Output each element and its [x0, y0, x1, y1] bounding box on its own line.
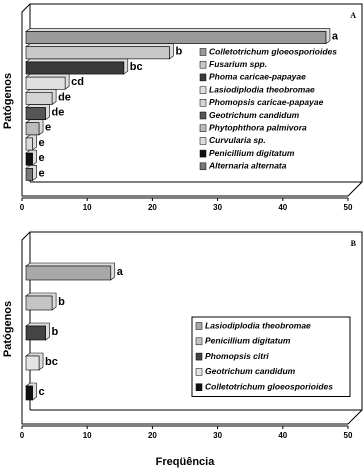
bar — [25, 325, 46, 341]
legend-swatch — [199, 111, 207, 120]
legend-label: Phomopsis caricae-papayae — [209, 97, 324, 107]
bar — [25, 385, 33, 401]
legend-box — [191, 316, 351, 397]
bar — [25, 265, 112, 281]
bar-annotation: b — [52, 326, 59, 338]
x-tick-label: 30 — [213, 431, 222, 440]
x-tick-label: 50 — [344, 431, 353, 440]
panel-label: A — [350, 11, 356, 20]
x-tick-label: 20 — [148, 431, 157, 440]
legend-label: Phomopsis citri — [205, 351, 269, 361]
y-axis-label: Patógenos — [2, 301, 14, 357]
bar — [25, 92, 53, 105]
bar-annotation: bc — [130, 61, 143, 73]
bar-annotation: c — [39, 386, 45, 398]
legend-swatch — [199, 162, 207, 171]
legend-swatch — [199, 99, 207, 107]
bar-annotation: de — [52, 107, 65, 119]
bar — [25, 355, 40, 371]
legend-swatch — [195, 322, 203, 330]
bar-annotation: e — [39, 167, 45, 179]
legend-label: Phoma caricae-papayae — [209, 72, 306, 82]
x-tick-label: 0 — [20, 203, 25, 212]
legend-label: Penicillium digitatum — [209, 148, 295, 158]
bar-annotation: e — [45, 122, 51, 134]
bar — [25, 61, 125, 75]
legend-label: Alternaria alternata — [208, 161, 287, 171]
bar-annotation: b — [58, 296, 65, 308]
bar-annotation: de — [58, 91, 71, 103]
legend-swatch — [199, 137, 207, 145]
legend-swatch — [199, 149, 207, 158]
legend-label: Phytophthora palmivora — [209, 122, 307, 132]
x-tick-label: 10 — [83, 203, 92, 212]
bar-annotation: e — [39, 152, 45, 164]
bar — [25, 168, 33, 181]
legend-swatch — [199, 60, 207, 69]
bar — [25, 152, 33, 166]
plot-back — [21, 231, 363, 425]
legend-label: Lasiodiplodia theobromae — [205, 320, 311, 330]
legend-label: Colletotrichum gloeosporioides — [205, 381, 333, 391]
y-axis-label: Patógenos — [2, 73, 14, 129]
bar — [25, 31, 327, 44]
legend-label: Geotrichum candidum — [205, 366, 296, 376]
x-tick-label: 40 — [278, 203, 287, 212]
x-tick-label: 10 — [83, 431, 92, 440]
legend-label: Lasiodiplodia theobromae — [209, 84, 315, 94]
bar — [25, 295, 53, 311]
legend-label: Colletotrichum gloeosporioides — [209, 46, 337, 56]
x-tick-label: 20 — [148, 203, 157, 212]
legend-swatch — [199, 124, 207, 132]
legend-swatch — [199, 48, 207, 56]
bar-annotation: a — [117, 266, 124, 278]
legend-label: Geotrichum candidum — [209, 110, 300, 120]
legend-swatch — [195, 383, 203, 391]
legend-swatch — [195, 368, 203, 376]
bar-annotation: bc — [45, 356, 58, 368]
bar — [25, 76, 66, 90]
legend-swatch — [195, 352, 203, 361]
bar-annotation: cd — [71, 76, 84, 88]
x-tick-label: 30 — [213, 203, 222, 212]
bar — [25, 122, 40, 136]
legend-label: Curvularia sp. — [209, 135, 266, 145]
bar — [25, 137, 33, 151]
legend-swatch — [195, 337, 203, 346]
x-tick-label: 0 — [20, 431, 25, 440]
x-tick-label: 50 — [344, 203, 353, 212]
bar — [25, 107, 46, 120]
legend-label: Fusarium spp. — [209, 59, 267, 69]
legend-swatch — [199, 73, 207, 82]
panel-label: B — [351, 239, 357, 248]
bar-annotation: e — [39, 137, 45, 149]
legend-swatch — [199, 86, 207, 94]
plot-back — [21, 3, 363, 197]
legend-label: Penicillium digitatum — [205, 336, 291, 346]
bar-annotation: a — [332, 31, 339, 43]
x-tick-label: 40 — [278, 431, 287, 440]
bar-annotation: b — [175, 46, 182, 58]
x-axis-label: Freqüência — [156, 456, 216, 468]
bar — [25, 46, 170, 60]
